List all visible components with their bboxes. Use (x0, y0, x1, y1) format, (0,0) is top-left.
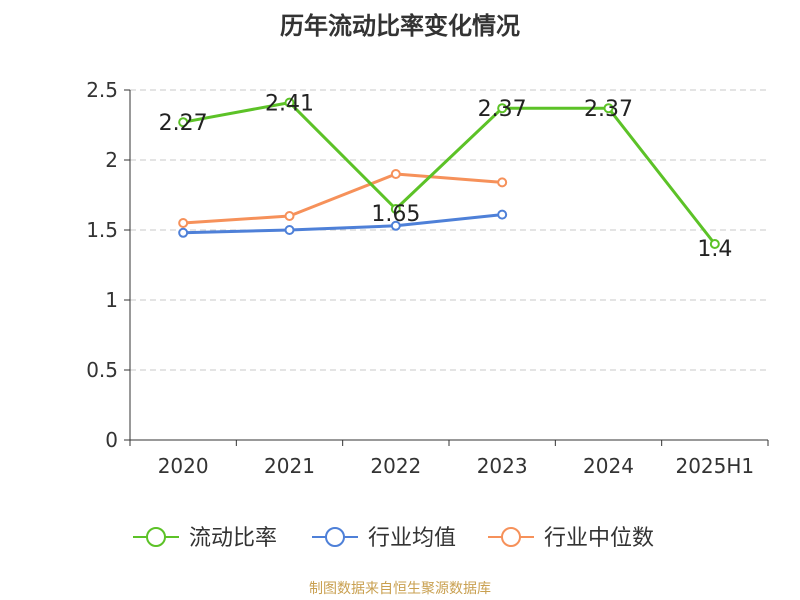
x-tick-label: 2025H1 (675, 454, 754, 478)
y-tick-label: 0 (105, 428, 118, 452)
data-point (178, 218, 189, 228)
data-label: 2.37 (584, 97, 633, 122)
data-point (284, 97, 295, 108)
y-tick-label: 2.5 (86, 78, 118, 102)
data-point (390, 169, 401, 179)
y-tick-label: 0.5 (86, 358, 118, 382)
legend-item: 行业均值 (312, 526, 456, 551)
legend-label: 行业中位数 (544, 526, 654, 551)
legend-item: 流动比率 (133, 526, 277, 551)
y-tick-label: 1.5 (86, 218, 118, 242)
data-point (497, 177, 508, 188)
legend-label: 流动比率 (189, 526, 277, 551)
x-tick-label: 2020 (158, 454, 209, 478)
legend-swatch-marker (146, 527, 166, 547)
source-note: 制图数据来自恒生聚源数据库 (309, 581, 491, 597)
x-tick-label: 2021 (264, 454, 315, 478)
data-point (497, 103, 508, 114)
data-point (709, 239, 720, 249)
chart-title: 历年流动比率变化情况 (280, 12, 520, 40)
y-tick-label: 2 (105, 148, 118, 172)
data-point (284, 211, 295, 221)
legend-label: 行业均值 (368, 526, 456, 551)
data-point (284, 225, 295, 235)
data-point (390, 220, 401, 231)
x-tick-label: 2024 (583, 454, 634, 478)
data-label: 1.65 (371, 202, 420, 227)
x-tick-label: 2022 (370, 454, 421, 478)
data-point (603, 103, 614, 114)
y-tick-label: 1 (105, 288, 118, 312)
data-point (497, 209, 508, 220)
legend-item: 行业中位数 (488, 526, 654, 551)
legend-swatch-marker (325, 527, 345, 547)
data-label: 1.4 (697, 237, 732, 262)
data-point (178, 117, 189, 128)
series-line (183, 172, 503, 225)
data-label: 2.37 (478, 97, 527, 122)
data-label: 2.41 (265, 92, 314, 117)
series-line (183, 213, 503, 235)
data-point (390, 204, 401, 214)
data-label: 2.27 (159, 111, 208, 136)
legend-swatch-marker (501, 527, 521, 547)
series-line (182, 101, 717, 245)
data-point (178, 227, 189, 238)
x-tick-label: 2023 (477, 454, 528, 478)
